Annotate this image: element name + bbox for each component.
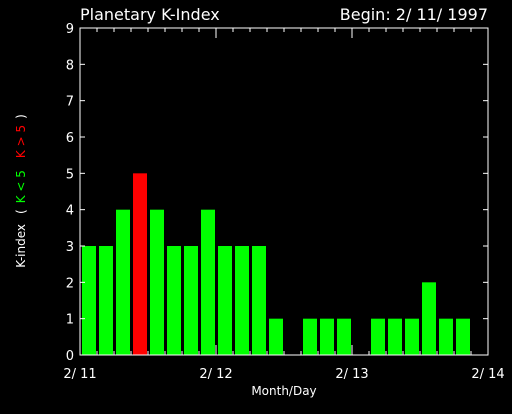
legend-green-label: K < 5 [14,170,28,203]
bar-14 [320,318,334,355]
plot-frame [79,27,489,356]
y-tick-label-5: 5 [66,167,74,182]
bar-17 [371,318,385,355]
bar-19 [405,318,419,355]
legend-close-paren: ) [14,114,28,119]
bar-5 [167,246,181,355]
y-tick-label-1: 1 [66,313,74,328]
bar-9 [235,246,249,355]
y-tick-label-8: 8 [66,58,74,73]
bar-22 [456,318,470,355]
chart-title: Planetary K-Index [80,5,220,24]
legend-red-label: K > 5 [14,125,28,158]
y-tick-label-7: 7 [66,95,74,110]
bar-10 [252,246,266,355]
legend-open-paren: ( [14,209,28,214]
y-tick-label-9: 9 [66,22,74,37]
bar-1 [99,246,113,355]
x-tick-label-1: 2/ 12 [199,367,232,382]
bar-20 [422,282,436,355]
y-tick-label-3: 3 [66,240,74,255]
y-tick-label-6: 6 [66,131,74,146]
bar-2 [116,209,130,355]
bar-13 [303,318,317,355]
x-tick-label-2: 2/ 13 [335,367,368,382]
y-tick-label-2: 2 [66,276,74,291]
x-tick-label-3: 2/ 14 [471,367,504,382]
chart-subtitle: Begin: 2/ 11/ 1997 [340,5,488,24]
x-axis-title: Month/Day [251,384,316,398]
y-tick-label-4: 4 [66,204,74,219]
bar-15 [337,318,351,355]
bar-18 [388,318,402,355]
bar-6 [184,246,198,355]
bar-8 [218,246,232,355]
x-tick-label-0: 2/ 11 [63,367,96,382]
x-axis-ticks: 2/ 11 2/ 12 2/ 13 2/ 14 [63,28,505,382]
bar-21 [439,318,453,355]
y-tick-label-0: 0 [66,349,74,364]
bar-3 [133,173,147,355]
bar-7 [201,209,215,355]
y-axis-ticks: 0 1 2 3 4 5 6 7 8 9 [66,22,488,364]
y-axis-title-legend: K-index ( K < 5 K > 5) [14,114,28,268]
y-axis-title: K-index [14,224,28,268]
bar-4 [150,209,164,355]
bar-0 [82,246,96,355]
bar-11 [269,318,283,355]
bars-group [82,173,470,355]
